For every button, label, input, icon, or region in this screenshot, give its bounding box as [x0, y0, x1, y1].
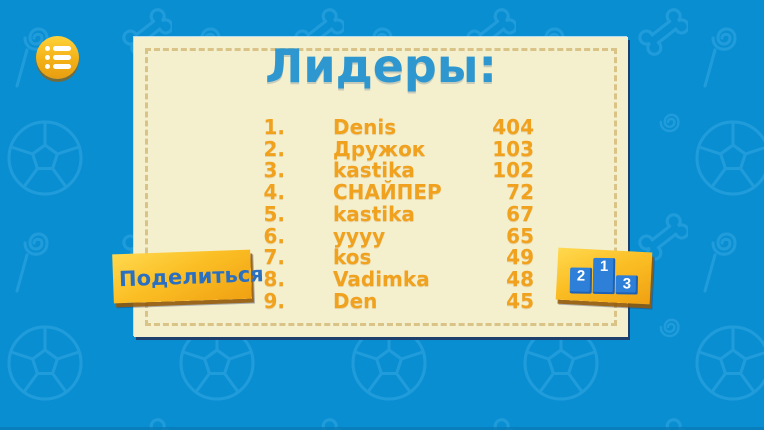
rank-label: 5.	[263, 201, 285, 226]
player-score: 45	[506, 288, 534, 313]
player-name: kastika	[333, 201, 415, 226]
player-name: Denis	[333, 115, 397, 139]
podium-step-3: 3	[615, 275, 639, 295]
leaderboard-row: 7. kos 49	[244, 247, 534, 269]
share-button-label: Поделиться	[118, 261, 265, 291]
player-name: Дружок	[333, 136, 426, 161]
player-name: Vadimka	[333, 266, 430, 291]
column-gap	[285, 117, 333, 139]
column-gap	[285, 226, 333, 248]
player-score: 102	[492, 158, 534, 183]
rank-label: 4.	[263, 180, 285, 205]
column-gap	[285, 247, 333, 269]
page-title: Лидеры:	[265, 39, 497, 93]
player-score: 72	[506, 180, 534, 205]
player-score: 67	[506, 201, 534, 226]
player-name: kos	[333, 245, 372, 270]
leaderboard-row: 3. kastika 102	[244, 160, 534, 182]
rank-label: 7.	[263, 245, 285, 270]
column-gap	[285, 269, 333, 291]
rank-label: 1.	[263, 115, 285, 139]
player-score: 404	[492, 115, 534, 139]
player-score: 65	[506, 223, 534, 248]
player-score: 103	[492, 136, 534, 161]
player-name: Den	[333, 288, 378, 313]
podium-button[interactable]: 2 1 3	[555, 247, 653, 305]
player-name: kastika	[333, 158, 415, 183]
podium-icon: 2 1 3	[569, 257, 639, 295]
player-name: СНАЙПЕР	[333, 180, 442, 205]
leaderboard-row: 6. yyyy 65	[244, 223, 534, 248]
leaderboard-row: 5. kastika 67	[244, 201, 534, 226]
share-button[interactable]: Поделиться	[112, 249, 264, 304]
player-name: yyyy	[333, 223, 386, 248]
bottom-edge	[0, 427, 764, 430]
rank-label: 8.	[263, 266, 285, 291]
leaderboard-row: 4. СНАЙПЕР 72	[244, 180, 534, 205]
leaderboard-row: 2. Дружок 103	[244, 136, 534, 161]
leaderboard-row: 1. Denis 404	[244, 115, 534, 139]
leaderboard-row: 9. Den 45	[244, 288, 534, 313]
rank-label: 6.	[263, 223, 285, 248]
menu-button[interactable]	[36, 36, 79, 79]
menu-list-icon	[44, 46, 71, 69]
rank-label: 9.	[263, 288, 285, 313]
leaderboard-list: 1. Denis 404 2. Дружок 103 3. kastika	[244, 115, 534, 313]
column-gap	[285, 291, 333, 313]
column-gap	[285, 204, 333, 226]
rank-label: 3.	[263, 158, 285, 183]
column-gap	[285, 182, 333, 204]
column-gap	[285, 139, 333, 161]
rank-label: 2.	[263, 136, 285, 161]
player-score: 48	[506, 266, 534, 291]
podium-step-2: 2	[569, 267, 593, 294]
player-score: 49	[506, 245, 534, 270]
podium-step-1: 1	[592, 257, 616, 295]
leaderboard-row: 8. Vadimka 48	[244, 266, 534, 291]
column-gap	[285, 160, 333, 182]
